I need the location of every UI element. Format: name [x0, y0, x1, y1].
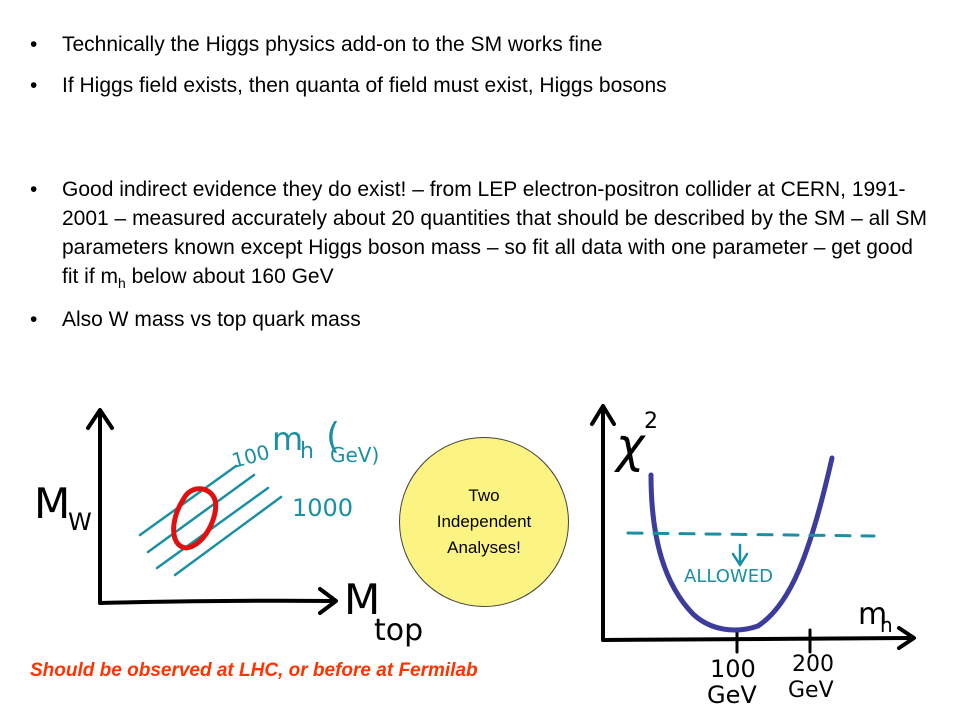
right-plot [590, 404, 916, 654]
fit-ellipse [171, 486, 219, 551]
left-y-label-main: M [34, 479, 70, 528]
mass-label-low: 100 [229, 440, 272, 473]
bullet-marker: • [30, 74, 38, 97]
left-x-arrow-icon [318, 587, 338, 615]
right-y-label-sup: 2 [644, 409, 658, 434]
callout-line: Independent [436, 512, 532, 531]
mass-line [138, 464, 238, 537]
tick-100-value: 100 [710, 655, 756, 683]
mass-line [155, 486, 270, 570]
callout-line: Analyses! [447, 538, 521, 557]
tick-100-unit: GeV [707, 681, 757, 709]
tick-200-unit: GeV [788, 678, 834, 703]
bullet-item: • Technically the Higgs physics add-on to… [30, 30, 930, 59]
bullet-marker: • [30, 308, 38, 331]
left-plot [86, 408, 338, 615]
tick-200-value: 200 [792, 652, 834, 677]
allowed-label: ALLOWED [684, 566, 773, 587]
bullet-text: If Higgs field exists, then quanta of fi… [62, 74, 667, 97]
mass-line [173, 495, 283, 577]
mass-line [146, 473, 256, 554]
callout-line: Two [468, 486, 500, 505]
bullet-text-tail: below about 160 GeV [125, 265, 334, 288]
right-y-arrow-icon [590, 404, 616, 426]
left-y-arrow-icon [86, 408, 114, 430]
bullet-item: • If Higgs field exists, then quanta of f… [30, 71, 930, 100]
left-x-axis [98, 598, 336, 605]
bullet-list: • Technically the Higgs physics add-on to… [30, 30, 930, 346]
bullet-text: Good indirect evidence they do exist! – … [62, 178, 928, 288]
mass-lines [138, 464, 283, 577]
bullet-text: Technically the Higgs physics add-on to … [62, 33, 603, 56]
mass-label-high: 1000 [292, 494, 353, 522]
footer-note: Should be observed at LHC, or before at … [30, 660, 478, 681]
bullet-subscript: h [118, 275, 126, 291]
bullet-text: Also W mass vs top quark mass [62, 308, 361, 331]
legend-paren: ( [326, 416, 340, 457]
legend-title-main: m [272, 420, 303, 458]
left-x-label-sub: top [374, 613, 423, 648]
chi2-curve [648, 455, 835, 633]
threshold-line [626, 531, 876, 538]
right-x-axis [601, 636, 914, 642]
legend-unit: GeV) [330, 443, 379, 467]
analyses-callout: Two Independent Analyses! [399, 437, 569, 607]
bullet-item: • Good indirect evidence they do exist! –… [30, 175, 930, 293]
right-x-arrow-icon [897, 626, 916, 650]
right-x-label-sub: h [880, 613, 893, 637]
allowed-arrow-icon [731, 543, 749, 567]
left-x-label-main: M [344, 575, 380, 624]
legend-title-sub: h [300, 439, 314, 464]
bullet-marker: • [30, 178, 38, 201]
right-y-label-main: χ [613, 418, 646, 474]
right-x-label-main: m [858, 597, 887, 632]
bullet-item: • Also W mass vs top quark mass [30, 305, 930, 334]
left-y-label-sub: W [68, 508, 92, 536]
bullet-marker: • [30, 33, 38, 56]
